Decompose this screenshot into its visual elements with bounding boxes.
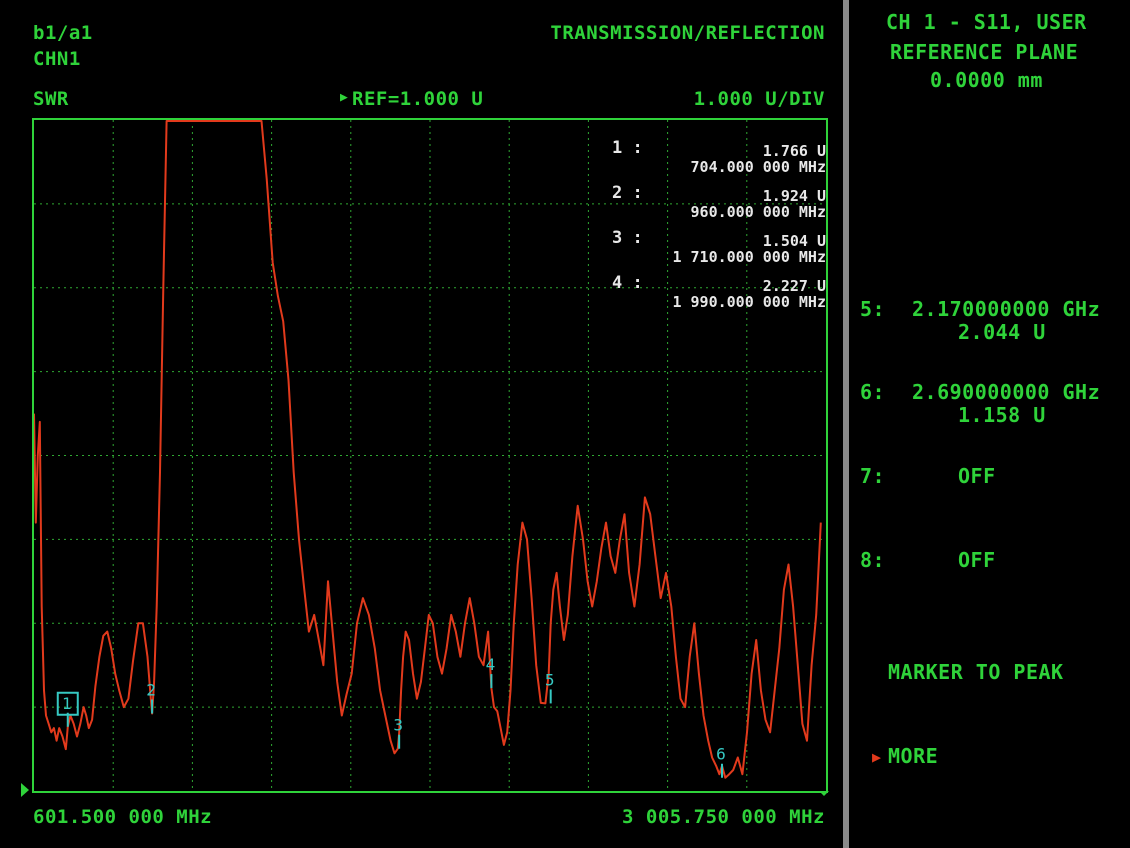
marker-5-frequency: 2.170000000 GHz bbox=[912, 297, 1101, 321]
trace-markers: 1 2 3 4 5 6 bbox=[56, 655, 726, 778]
swr-trace bbox=[34, 120, 822, 779]
marker-8-number: 8: bbox=[860, 548, 886, 572]
trace-marker-2[interactable]: 2 bbox=[146, 680, 156, 714]
scale-label: 1.000 U/DIV bbox=[693, 88, 825, 110]
marker-7-value: OFF bbox=[958, 464, 996, 488]
measurement-label: b1/a1 bbox=[33, 22, 93, 44]
format-label: SWR bbox=[33, 88, 69, 110]
plot-border bbox=[32, 118, 828, 793]
marker-6-frequency: 2.690000000 GHz bbox=[912, 380, 1101, 404]
marker-label: 5 bbox=[545, 670, 555, 689]
marker-readout-frequency: 960.000 000 MHz bbox=[690, 203, 826, 221]
marker-6-value: 1.158 U bbox=[958, 403, 1046, 427]
more-label: MORE bbox=[888, 744, 939, 768]
marker-label: 6 bbox=[716, 745, 726, 764]
marker-readout-value: 2.227 U bbox=[762, 277, 826, 295]
trace-marker-5[interactable]: 5 bbox=[545, 670, 555, 704]
stop-freq-pointer bbox=[819, 791, 829, 796]
more-arrow-icon: ▶ bbox=[872, 748, 882, 766]
marker-label: 2 bbox=[146, 680, 156, 699]
ref-pointer-icon: ▶ bbox=[340, 90, 349, 105]
softkey-title-line3: 0.0000 mm bbox=[930, 68, 1043, 92]
marker-label: 3 bbox=[393, 716, 403, 735]
ref-level-pointer bbox=[21, 783, 29, 797]
marker-readout-number: 4 : bbox=[612, 273, 643, 293]
marker-readout-value: 1.766 U bbox=[762, 142, 826, 160]
marker-readout-number: 2 : bbox=[612, 183, 643, 203]
softkey-title-line2: REFERENCE PLANE bbox=[890, 40, 1079, 64]
swr-plot: 1 2 3 4 5 6 bbox=[21, 118, 829, 797]
mode-label: TRANSMISSION/REFLECTION bbox=[550, 22, 825, 44]
marker-5-number: 5: bbox=[860, 297, 886, 321]
panel-divider bbox=[843, 0, 849, 848]
softkey-title-line1: CH 1 - S11, USER bbox=[886, 10, 1087, 34]
marker-readout-number: 3 : bbox=[612, 228, 643, 248]
marker-to-peak-button[interactable]: MARKER TO PEAK bbox=[888, 660, 1064, 684]
trace-marker-1[interactable]: 1 bbox=[56, 691, 79, 727]
marker-5-value: 2.044 U bbox=[958, 320, 1046, 344]
marker-readout-frequency: 704.000 000 MHz bbox=[690, 158, 826, 176]
marker-readout-value: 1.924 U bbox=[762, 187, 826, 205]
marker-readout-frequency: 1 990.000 000 MHz bbox=[672, 293, 826, 311]
start-frequency: 601.500 000 MHz bbox=[33, 806, 213, 828]
trace-marker-3[interactable]: 3 bbox=[393, 716, 403, 749]
marker-readout-number: 1 : bbox=[612, 138, 643, 158]
stop-frequency: 3 005.750 000 MHz bbox=[622, 806, 825, 828]
trace-marker-4[interactable]: 4 bbox=[486, 655, 496, 689]
marker-8-value: OFF bbox=[958, 548, 996, 572]
marker-6-number: 6: bbox=[860, 380, 886, 404]
marker-7-number: 7: bbox=[860, 464, 886, 488]
channel-label: CHN1 bbox=[33, 48, 81, 70]
analyzer-screen: 1 2 3 4 5 6 b1/a1 CHN1 SWR TRANSMISSION/REFLE… bbox=[21, 22, 829, 828]
marker-readout-value: 1.504 U bbox=[762, 232, 826, 250]
marker-readout-frequency: 1 710.000 000 MHz bbox=[672, 248, 826, 266]
marker-label: 4 bbox=[486, 655, 496, 674]
marker-label: 1 bbox=[62, 694, 72, 713]
trace-marker-6[interactable]: 6 bbox=[716, 745, 726, 778]
reference-label: REF=1.000 U bbox=[352, 88, 484, 110]
